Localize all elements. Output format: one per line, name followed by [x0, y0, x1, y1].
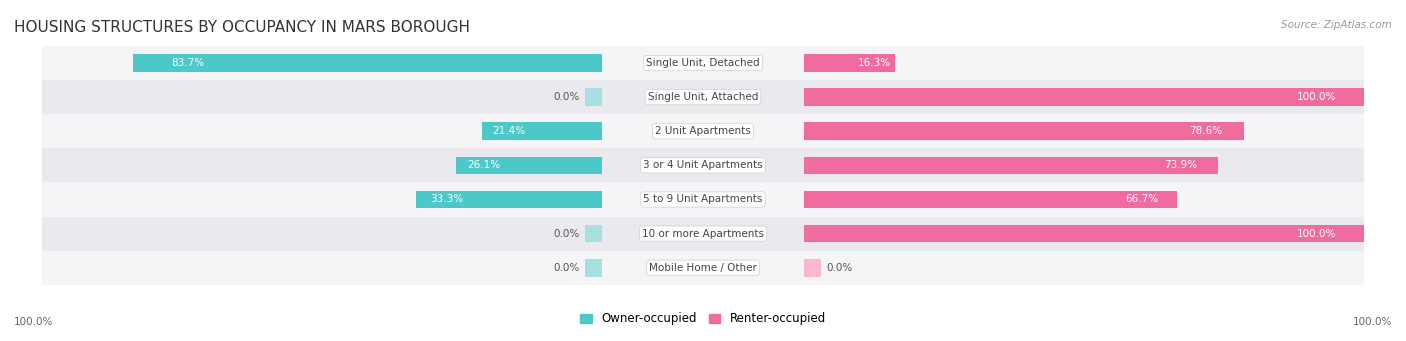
Text: 26.1%: 26.1%	[468, 160, 501, 170]
Bar	[804, 54, 896, 72]
Text: 100.0%: 100.0%	[1296, 92, 1336, 102]
Text: HOUSING STRUCTURES BY OCCUPANCY IN MARS BOROUGH: HOUSING STRUCTURES BY OCCUPANCY IN MARS …	[14, 20, 470, 35]
Bar	[804, 225, 1364, 242]
Bar	[416, 191, 602, 208]
Text: 3 or 4 Unit Apartments: 3 or 4 Unit Apartments	[643, 160, 763, 170]
Bar	[42, 182, 1364, 217]
Bar	[134, 54, 602, 72]
Bar	[42, 217, 1364, 251]
Text: Source: ZipAtlas.com: Source: ZipAtlas.com	[1281, 20, 1392, 30]
Text: 66.7%: 66.7%	[1126, 194, 1159, 205]
Bar	[456, 157, 602, 174]
Bar	[42, 114, 1364, 148]
Bar	[804, 122, 1244, 140]
Text: Single Unit, Detached: Single Unit, Detached	[647, 58, 759, 68]
Bar	[585, 259, 602, 277]
Text: 5 to 9 Unit Apartments: 5 to 9 Unit Apartments	[644, 194, 762, 205]
Text: Mobile Home / Other: Mobile Home / Other	[650, 263, 756, 273]
Text: 2 Unit Apartments: 2 Unit Apartments	[655, 126, 751, 136]
Text: 10 or more Apartments: 10 or more Apartments	[643, 228, 763, 239]
Text: 0.0%: 0.0%	[827, 263, 852, 273]
Legend: Owner-occupied, Renter-occupied: Owner-occupied, Renter-occupied	[576, 309, 830, 329]
Text: 21.4%: 21.4%	[492, 126, 524, 136]
Bar	[42, 251, 1364, 285]
Text: 16.3%: 16.3%	[858, 58, 890, 68]
Text: 78.6%: 78.6%	[1189, 126, 1222, 136]
Bar	[585, 88, 602, 106]
Text: 0.0%: 0.0%	[554, 263, 579, 273]
Bar	[42, 80, 1364, 114]
Bar	[585, 225, 602, 242]
Bar	[482, 122, 602, 140]
Bar	[804, 191, 1177, 208]
Text: 100.0%: 100.0%	[14, 317, 53, 327]
Bar	[42, 148, 1364, 182]
Text: 73.9%: 73.9%	[1164, 160, 1197, 170]
Bar	[804, 88, 1364, 106]
Text: Single Unit, Attached: Single Unit, Attached	[648, 92, 758, 102]
Text: 33.3%: 33.3%	[430, 194, 464, 205]
Text: 100.0%: 100.0%	[1296, 228, 1336, 239]
Text: 0.0%: 0.0%	[554, 92, 579, 102]
Bar	[42, 46, 1364, 80]
Bar	[804, 157, 1218, 174]
Text: 83.7%: 83.7%	[172, 58, 204, 68]
Bar	[804, 259, 821, 277]
Text: 100.0%: 100.0%	[1353, 317, 1392, 327]
Text: 0.0%: 0.0%	[554, 228, 579, 239]
